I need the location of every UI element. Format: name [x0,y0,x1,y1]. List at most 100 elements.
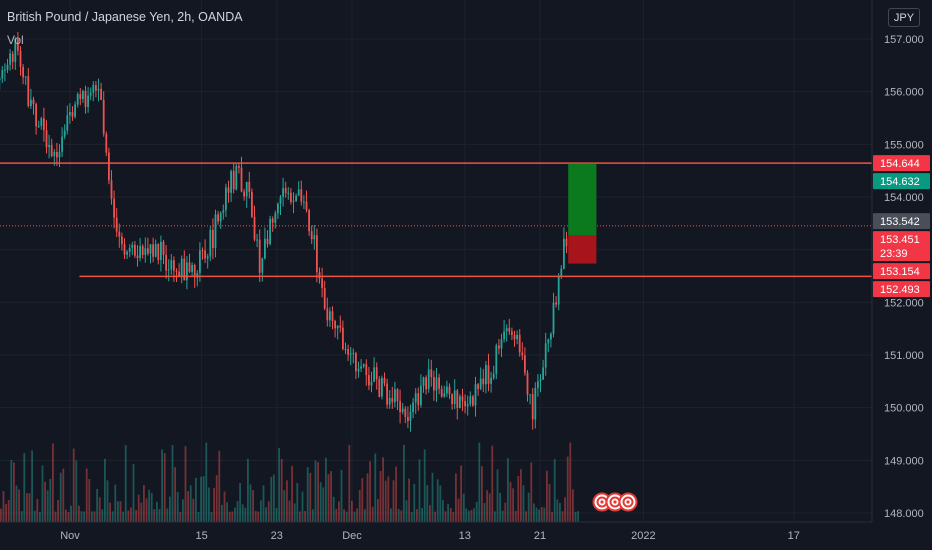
x-tick-label: 15 [195,530,207,542]
candle-body [339,325,342,328]
volume-bar [499,492,501,522]
candle-body [76,94,79,105]
candle-body [118,231,121,237]
candle [386,378,388,409]
candle-body [357,368,360,372]
candle [531,388,534,430]
candle [355,351,357,380]
candle [141,244,144,259]
volume-bar [273,474,275,522]
candle [518,329,521,357]
candle [349,347,352,366]
volume-bar [65,509,67,522]
candle [557,273,560,311]
candle-body [539,379,542,382]
candle [235,162,238,191]
volume-bar [158,509,161,522]
volume-bar [278,447,280,522]
volume-bar [520,469,522,522]
volume-bar [140,502,143,522]
candle-body [11,53,14,62]
candle-body [206,256,209,259]
candle-body [417,393,420,406]
candle-body [464,400,466,407]
candle-body [459,396,461,409]
candle-body [547,339,550,344]
candle-body [9,53,11,65]
candle-body [550,333,552,340]
candle [318,267,321,284]
candle-body [82,91,84,99]
candle [266,230,269,248]
candle-body [157,244,160,261]
candle [14,37,17,70]
volume-bar [322,487,325,522]
candle [279,195,282,215]
candle-body [0,78,1,81]
candle [170,254,173,275]
volume-bar [356,508,358,522]
candle-body [290,192,292,202]
currency-button[interactable]: JPY [888,8,920,27]
candle [37,120,40,128]
candle [331,306,334,330]
volume-bar [114,484,117,522]
candle-body [427,369,430,390]
volume-bar [470,509,473,522]
candle [82,89,84,103]
candle [412,398,414,419]
volume-bar [244,507,247,522]
volume-bar [309,472,312,522]
candle [375,362,378,390]
candle-body [505,328,508,332]
candle-body [420,385,422,406]
candle [339,315,342,333]
candle [50,138,53,158]
volume-bar [429,505,431,522]
candle-body [170,260,173,270]
candle-body [1,70,4,79]
candle [373,357,375,383]
candle-body [212,229,214,248]
candle-body [378,379,381,397]
volume-bar [556,499,559,522]
candle [396,388,399,410]
candle-body [56,152,58,158]
candle [482,368,485,393]
candle [342,320,344,351]
candle [368,367,370,391]
candle [451,393,453,410]
candle-body [40,118,43,126]
volume-bar [135,510,137,522]
volume-bar [197,512,200,522]
target-zone [568,163,597,236]
candle [144,237,147,263]
volume-bar [231,511,234,522]
candle-body [321,278,323,289]
volume-bar [49,478,52,522]
volume-bar [137,494,140,522]
y-tick-label: 155.000 [884,139,924,151]
candle [48,134,50,159]
candle [123,238,126,260]
candle-body [425,377,427,390]
volume-bar [270,476,273,522]
candle-body [199,250,201,273]
candle [154,239,157,258]
volume-bar [364,509,366,522]
candle-body [518,334,521,353]
event-marker-icon[interactable] [618,492,638,512]
volume-bar [538,509,540,522]
candle-body [69,112,71,116]
candle-body [300,189,303,202]
candle [248,171,251,199]
candle-body [37,125,40,127]
volume-bar [228,511,231,522]
candle-body [440,388,443,397]
volume-bar [143,485,145,522]
candle-body [245,181,248,197]
candle [498,339,500,355]
candle [175,268,178,282]
candle-body [287,192,290,194]
